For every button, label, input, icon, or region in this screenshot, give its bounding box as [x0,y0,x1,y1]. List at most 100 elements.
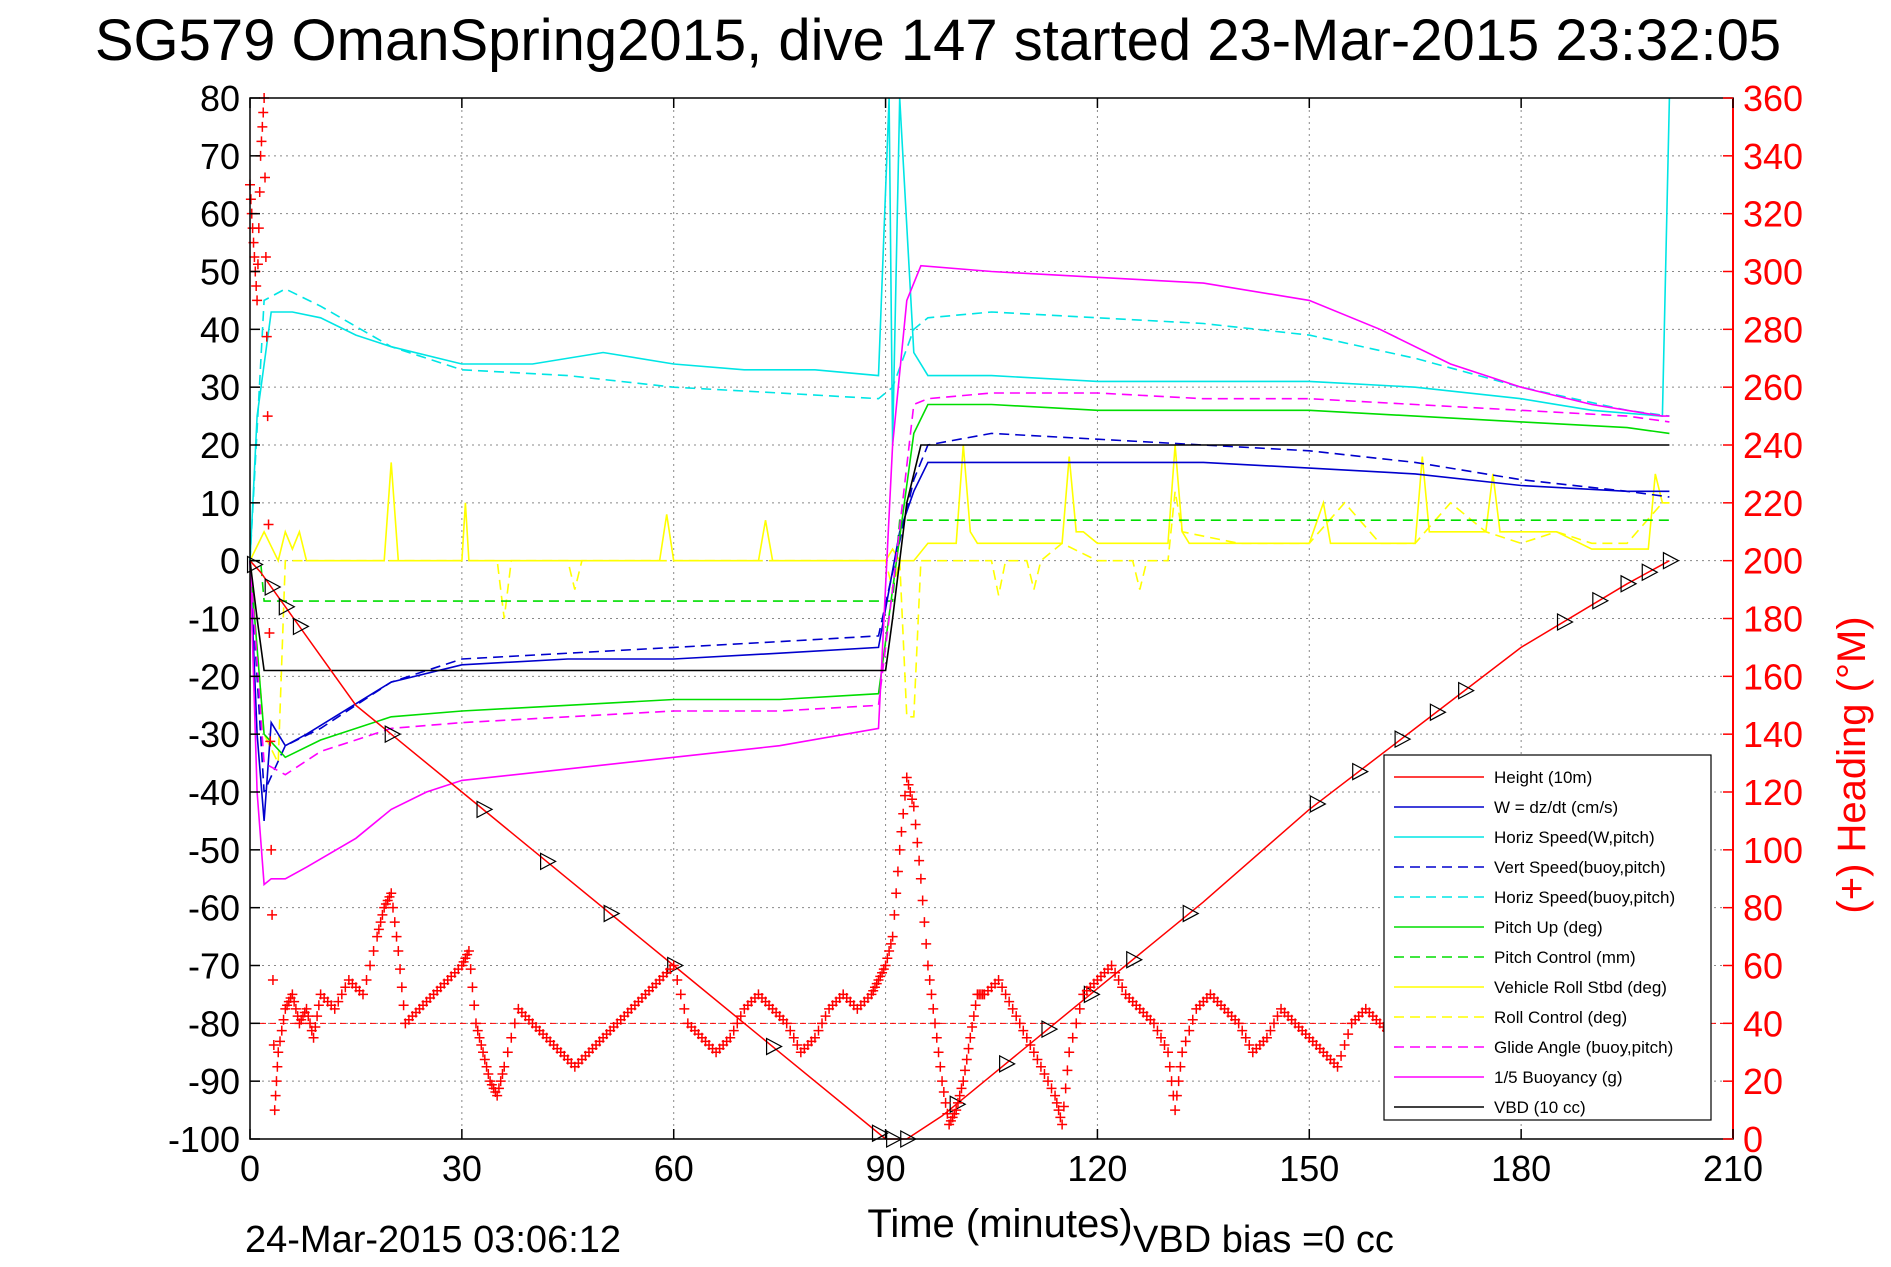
heading-point [933,1047,944,1058]
heading-point [1177,1047,1188,1058]
heading-point [365,960,376,971]
heading-point [963,1043,974,1054]
heading-point [1171,1090,1182,1101]
y2-tick-label: 120 [1743,772,1803,813]
heading-point [256,136,267,147]
heading-point [1187,1014,1198,1025]
heading-point [1180,1036,1191,1047]
x-tick-label: 0 [240,1148,260,1189]
heading-point [495,1076,506,1087]
heading-point [1071,1018,1082,1029]
y2-tick-label: 80 [1743,888,1783,929]
heading-point [1043,1076,1053,1087]
heading-point [395,964,406,975]
height-marker [999,1054,1016,1073]
height-marker [278,597,296,616]
heading-point [965,1032,976,1043]
heading-point [899,790,910,801]
heading-point [788,1032,799,1043]
heading-point [817,1018,828,1029]
heading-point [1184,1025,1195,1036]
legend-label-height-10m: Height (10m) [1494,768,1592,787]
heading-point [896,826,907,837]
heading-point [372,931,383,942]
height-marker [667,956,684,975]
footer-end-time: 24-Mar-2015 03:06:12 [245,1219,621,1261]
heading-point [1152,1025,1163,1036]
y2-tick-label: 200 [1743,541,1803,582]
heading-point [398,1000,409,1011]
heading-point [725,1032,736,1043]
y-tick-label: 60 [200,194,240,235]
heading-point [266,844,277,855]
y-tick-label: -70 [188,946,240,987]
heading-point [951,1105,962,1116]
height-marker [1352,762,1369,781]
heading-point [303,1011,314,1022]
heading-point [257,121,268,132]
heading-point [245,194,256,205]
heading-point [329,1003,340,1014]
x-tick-label: 180 [1491,1148,1551,1189]
height-marker [765,1037,783,1056]
heading-point [668,960,679,971]
height-marker [292,617,310,636]
heading-point [1170,1105,1181,1116]
heading-point [1113,974,1124,985]
x-tick-label: 150 [1279,1148,1339,1189]
heading-point [1046,1083,1057,1094]
heading-point [252,259,263,270]
heading-point [882,953,893,964]
heading-point [1163,1047,1174,1058]
heading-point [267,909,278,920]
heading-point [386,888,397,899]
heading-point [885,938,896,949]
heading-point [1053,1105,1064,1116]
legend-label-vehicle-roll-stbd-deg: Vehicle Roll Stbd (deg) [1494,978,1667,997]
y2-tick-label: 0 [1743,1119,1763,1160]
heading-point [1007,1003,1018,1014]
heading-point [1021,1032,1032,1043]
heading-point [263,519,274,530]
heading-point [361,974,372,985]
heading-series [245,93,1675,1130]
legend-label-w-dz-dt-cm-s: W = dz/dt (cm/s) [1494,798,1618,817]
heading-point [1074,1003,1085,1014]
legend-label-1-5-buoyancy-g: 1/5 Buoyancy (g) [1494,1068,1623,1087]
heading-point [785,1025,796,1036]
heading-point [389,917,400,928]
y-tick-label: -80 [188,1003,240,1044]
height-marker [1556,612,1574,631]
heading-point [375,917,386,928]
height-marker [539,852,557,871]
heading-point [1035,1061,1046,1072]
y-tick-label: 10 [200,483,240,524]
height-marker [1592,591,1610,610]
heading-point [1240,1032,1251,1043]
heading-point [922,960,933,971]
y-tick-label: 80 [200,78,240,119]
heading-point [919,917,930,928]
y-tick-label: -40 [188,772,240,813]
heading-point [967,1021,978,1032]
heading-point [271,1076,282,1087]
heading-point [905,787,916,797]
y2-tick-label: 180 [1743,599,1803,640]
height-marker [1182,904,1200,923]
heading-point [781,1018,792,1029]
heading-point [470,1018,481,1029]
x-tick-label: 60 [654,1148,694,1189]
y2-tick-label: 360 [1743,78,1803,119]
heading-point [1233,1018,1244,1029]
heading-point [305,1018,316,1029]
y2-tick-label: 280 [1743,309,1803,350]
heading-point [272,1061,283,1072]
x-tick-label: 210 [1703,1148,1763,1189]
x-tick-label: 30 [442,1148,482,1189]
footer-vbd-bias: VBD bias =0 cc [1133,1219,1394,1261]
heading-point [502,1047,513,1058]
y2-tick-label: 100 [1743,830,1803,871]
heading-point [1028,1047,1039,1058]
heading-point [1032,1054,1043,1065]
